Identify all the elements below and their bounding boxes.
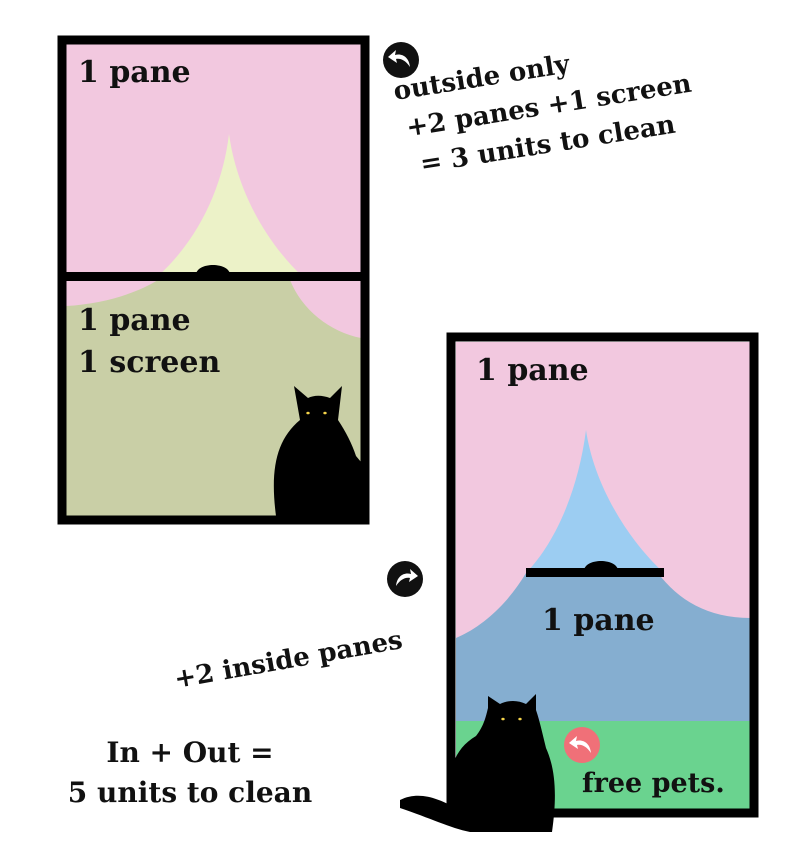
undo-arrow-icon: [383, 42, 419, 78]
left-sash-lock: [196, 265, 230, 274]
annotation-outside: outside only +2 panes +1 screen = 3 unit…: [383, 42, 694, 180]
right-window-frame: [446, 332, 759, 818]
left-sash-bar: [62, 272, 365, 281]
annotation-inside: +2 inside panes: [172, 561, 423, 695]
redo-arrow-icon: [387, 561, 423, 597]
total-summary: In + Out = 5 units to clean: [68, 736, 312, 809]
right-curtain-wing-right: [658, 573, 750, 618]
window-right: 1 pane 1 pane free pets.: [400, 332, 759, 832]
right-cat: [400, 694, 555, 832]
free-pets-label: free pets.: [582, 768, 725, 799]
left-curtain-wing-right: [290, 280, 361, 338]
right-bottom-pane-label: 1 pane: [542, 603, 655, 638]
left-bottom-label-line1: 1 pane: [78, 303, 191, 338]
left-curtain-top: [158, 134, 302, 276]
total-line1: In + Out =: [106, 736, 273, 769]
left-curtain-wing-left: [66, 280, 158, 306]
right-top-pane-label: 1 pane: [476, 353, 589, 388]
right-sash-lock: [584, 561, 618, 570]
total-line2: 5 units to clean: [68, 776, 312, 809]
left-cat: [273, 386, 361, 516]
left-bottom-label-line2: 1 screen: [78, 345, 220, 380]
left-top-pane-label: 1 pane: [78, 55, 191, 90]
right-sash-bar: [526, 568, 664, 577]
right-curtain-gap: [526, 430, 664, 573]
window-left: 1 pane 1 pane 1 screen: [57, 35, 370, 525]
inside-panes-text: +2 inside panes: [172, 625, 405, 695]
right-curtain-wing-left: [456, 573, 526, 638]
